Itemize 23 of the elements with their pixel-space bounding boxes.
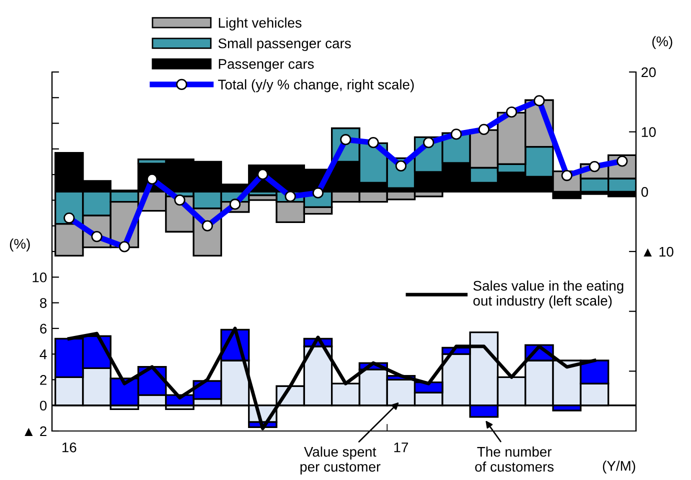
legend-label: Light vehicles <box>218 18 302 30</box>
y2-tick-label: 10 <box>642 127 656 138</box>
text: Value spent per customer <box>300 446 380 474</box>
y-tick-label: ▲ 2 <box>24 426 46 436</box>
legend-label: Passenger cars <box>218 59 314 72</box>
y-tick-label: 4 <box>40 350 47 360</box>
x-tick-label: 16 <box>62 442 76 452</box>
legend-label: Sales value in the eating out industry (left scale) <box>473 280 624 308</box>
y-tick-label: 6 <box>40 324 47 334</box>
x-tick-label: 17 <box>394 442 408 452</box>
y-tick-label: 10 <box>32 272 47 282</box>
y2-tick-label: 0 <box>641 187 648 197</box>
y-tick-label: 0 <box>40 400 47 411</box>
y2-tick-label: ▲ 10 <box>644 246 674 257</box>
y-tick-label: 8 <box>40 298 47 308</box>
x-axis-title: (Y/M) <box>602 460 636 474</box>
y2-tick-label: 20 <box>642 67 656 78</box>
text: The number of customers <box>475 446 554 472</box>
y-axis-title: (%) <box>10 238 30 252</box>
legend-label: Small passenger cars <box>218 38 351 52</box>
y-tick-label: 2 <box>40 375 46 385</box>
y2-axis-title: (%) <box>652 36 672 50</box>
legend-label: Total (y/y % change, right scale) <box>218 79 414 92</box>
